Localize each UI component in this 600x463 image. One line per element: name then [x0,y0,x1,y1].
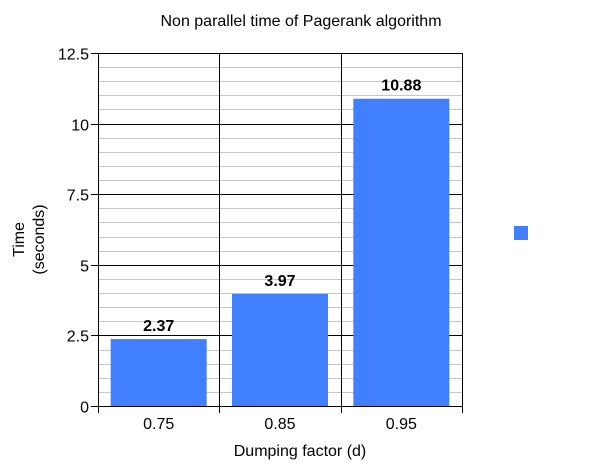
y-tick-label: 7.5 [67,188,89,205]
data-label: 3.97 [264,273,295,290]
y-tick-label: 2.5 [67,329,89,346]
y-tick-label: 12.5 [58,47,89,64]
y-tick-label: 5 [80,259,89,276]
y-tick-label: 10 [71,118,89,135]
y-tick-label: 0 [80,400,89,417]
bars [110,98,450,406]
x-axis-label: Dumping factor (d) [234,443,367,460]
data-label: 2.37 [143,318,174,335]
y-axis-label: Time (seconds) [11,204,48,274]
x-tick-label: 0.85 [264,416,295,433]
data-labels: 2.37 3.97 10.88 [143,78,421,335]
legend-swatch [514,226,528,240]
data-label: 10.88 [381,78,421,95]
y-axis-label-line: Time [11,222,28,257]
y-axis-label-line: (seconds) [31,204,48,274]
x-tick-label: 0.75 [143,416,174,433]
x-tick-label: 0.95 [386,416,417,433]
x-axis-ticks: 0.75 0.85 0.95 [143,416,417,433]
bar [232,293,328,406]
bar [110,339,207,406]
y-axis-ticks: 0 2.5 5 7.5 10 12.5 [58,47,89,417]
chart-title: Non parallel time of Pagerank algorithm [160,13,441,30]
bar [353,98,450,406]
